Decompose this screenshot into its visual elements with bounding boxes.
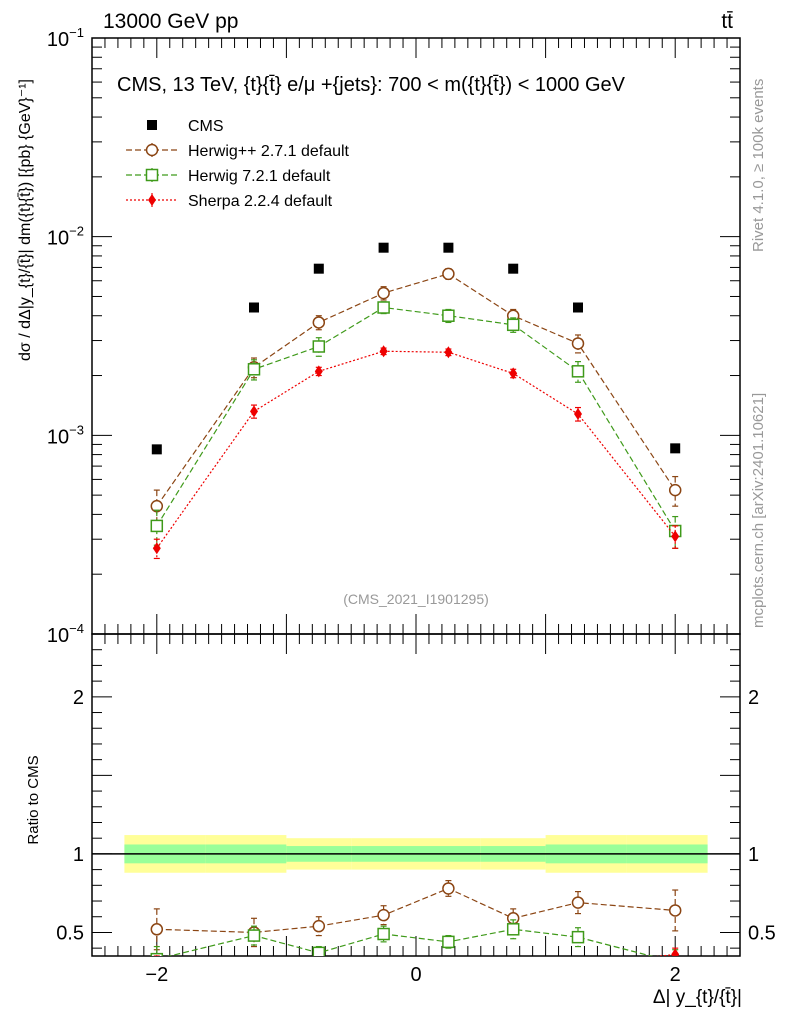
y-tick-label: 10−3	[47, 422, 84, 448]
series-1-ratio-point	[150, 923, 164, 936]
series-1-line	[156, 273, 676, 507]
legend-label-0: CMS	[188, 118, 224, 135]
series-3-ratio-point	[444, 958, 452, 970]
series-3-point	[509, 367, 518, 380]
series-1-ratio-point	[668, 904, 682, 917]
series-2-point	[150, 519, 164, 533]
series-1-point	[312, 316, 326, 329]
series-3-point	[152, 542, 161, 555]
series-3-ratio-point	[380, 958, 388, 970]
series-0-point	[508, 263, 519, 274]
series-0-point	[670, 443, 681, 454]
series-2-point	[312, 340, 326, 353]
y-tick-label: 10−2	[47, 224, 84, 250]
series-3-ratio-point	[155, 954, 158, 956]
legend-label-3: Sherpa 2.2.4 default	[188, 193, 333, 210]
series-0-point	[573, 302, 583, 313]
series-2-ratio-point	[377, 927, 390, 941]
series-2-line	[156, 306, 676, 532]
series-0-point	[151, 444, 162, 455]
series-1-ratio-point	[571, 896, 585, 909]
series-1-ratio-point	[312, 919, 326, 933]
series-3-ratio-point	[574, 959, 582, 971]
series-2-point	[506, 318, 520, 332]
series-1-point	[571, 337, 585, 350]
x-tick-label: −2	[145, 964, 168, 986]
side-label-rivet: Rivet 4.1.0, ≥ 100k events	[750, 79, 767, 252]
series-2-point	[571, 365, 585, 378]
series-1-ratio-line	[156, 887, 676, 934]
legend-marker-2	[145, 168, 159, 182]
y-tick-label: 10−1	[47, 25, 84, 51]
legend-label-2: Herwig 7.2.1 default	[188, 168, 331, 185]
series-1-ratio-point	[442, 882, 455, 895]
series-2-ratio-point	[571, 930, 585, 944]
header-right: tt̄	[721, 10, 733, 33]
header-left: 13000 GeV pp	[103, 10, 238, 33]
series-3-point	[314, 365, 323, 378]
series-1-point	[442, 267, 455, 281]
series-2-ratio-point	[506, 923, 520, 936]
legend-label-1: Herwig++ 2.7.1 default	[188, 143, 350, 160]
side-label-mcplots: mcplots.cern.ch [arXiv:2401.10621]	[750, 393, 767, 628]
series-3-point	[379, 345, 388, 358]
series-3-ratio-point	[509, 958, 517, 970]
series-3-point	[671, 530, 680, 543]
series-3-point	[574, 408, 582, 421]
analysis-id: (CMS_2021_I1901295)	[343, 591, 489, 607]
ratio-y-tick-label-right: 0.5	[748, 922, 776, 944]
series-3-ratio-point	[671, 948, 680, 956]
series-0-point	[443, 242, 454, 253]
ratio-y-tick-label-right: 1	[748, 844, 759, 866]
legend-marker-0	[147, 120, 157, 130]
chart-title: CMS, 13 TeV, {t}{t̄} e/μ +{jets}: 700 < …	[117, 74, 626, 96]
series-0-point	[249, 302, 259, 313]
series-3-line	[156, 350, 676, 549]
series-2-point	[442, 309, 455, 322]
x-tick-label: 0	[410, 964, 421, 986]
series-0-point	[378, 242, 389, 253]
y-axis-label: dσ / dΔ|y_{t}/{t̄}| dm({t}{t̄}) [{pb} {G…	[17, 79, 34, 361]
series-3-point	[250, 405, 258, 418]
ratio-y-tick-label-left: 1	[73, 844, 84, 866]
ratio-y-axis-label: Ratio to CMS	[25, 755, 42, 844]
series-1-point	[377, 286, 390, 300]
series-2-ratio-point	[247, 929, 261, 942]
x-tick-label: 2	[670, 964, 681, 986]
y-tick-label: 10−4	[47, 621, 84, 647]
series-0-point	[313, 263, 324, 274]
series-2-ratio-point	[442, 935, 455, 949]
series-3-ratio-point	[315, 958, 323, 970]
ratio-plot-frame	[91, 633, 741, 957]
ratio-y-tick-label-left: 0.5	[56, 922, 84, 944]
series-3-ratio-point	[250, 958, 258, 970]
legend: CMS Herwig++ 2.7.1 default Herwig 7.2.1 de…	[126, 118, 350, 210]
ratio-y-tick-label-left: 2	[73, 687, 84, 709]
x-axis-label: Δ| y_{t}/{t̄}|	[653, 987, 742, 1008]
series-1-ratio-point	[377, 908, 390, 922]
series-3-point	[444, 346, 453, 359]
series-2-point	[247, 363, 261, 376]
legend-marker-1	[145, 143, 159, 157]
series-2-ratio-point	[312, 946, 326, 956]
ratio-y-tick-label-right: 2	[748, 687, 759, 709]
series-1-point	[668, 483, 682, 497]
legend-marker-3	[148, 194, 156, 206]
series-2-point	[377, 301, 390, 314]
series-2-ratio-line	[167, 928, 654, 956]
